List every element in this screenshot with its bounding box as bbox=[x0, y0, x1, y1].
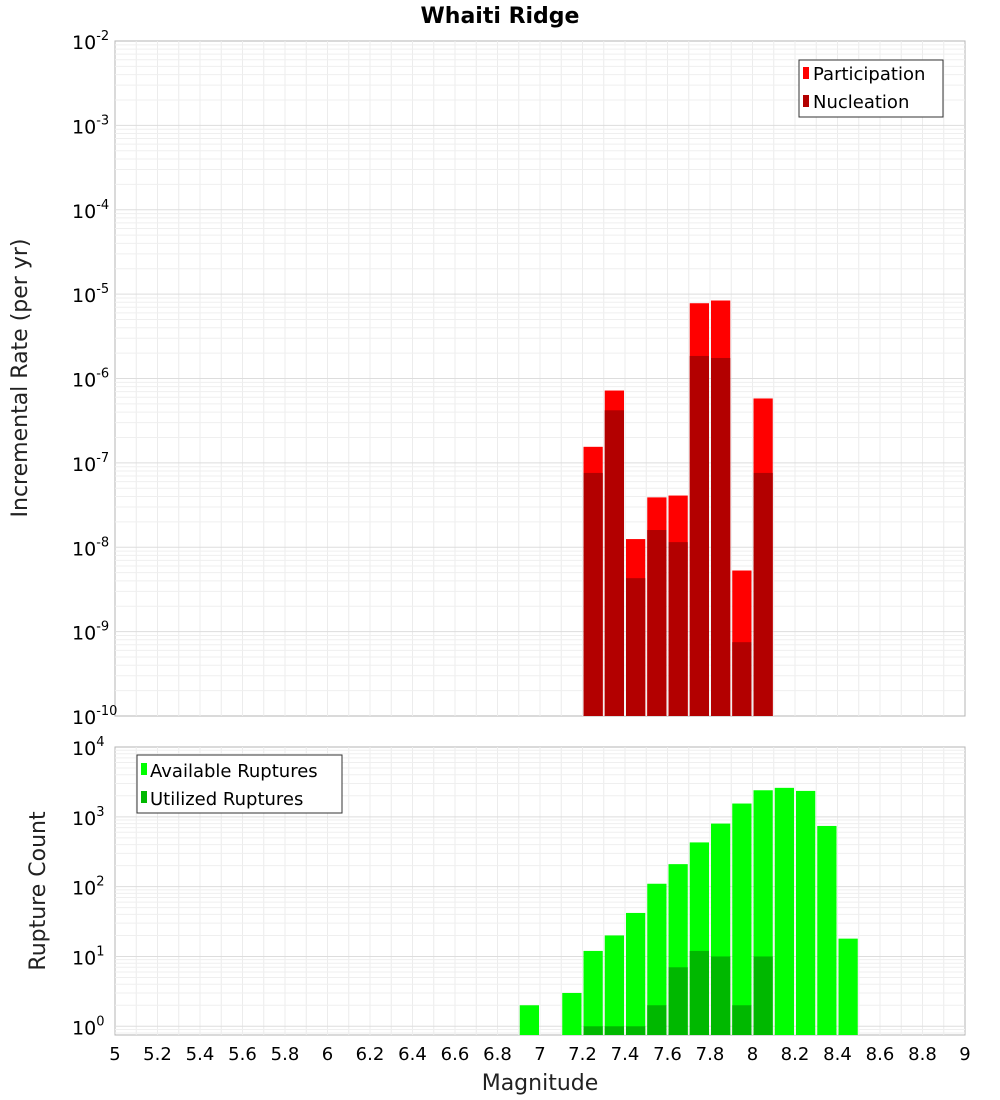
x-tick-label: 8 bbox=[747, 1044, 758, 1065]
legend-swatch-nucleation bbox=[803, 95, 809, 107]
x-tick-label: 7.6 bbox=[653, 1044, 682, 1065]
x-tick-label: 5.4 bbox=[186, 1044, 215, 1065]
y-tick-label: 104 bbox=[72, 735, 104, 760]
legend-label-nucleation: Nucleation bbox=[813, 92, 909, 113]
x-ticks: 5 5.2 5.4 5.6 5.8 6 6.2 6.4 6.6 6.8 7 7.2 7.4 7.6 7.8 8… bbox=[109, 1044, 970, 1065]
bar-available-ruptures bbox=[817, 825, 837, 1035]
x-tick-label: 8.4 bbox=[823, 1044, 852, 1065]
bar-nucleation bbox=[732, 642, 752, 716]
top-y-axis-label: Incremental Rate (per yr) bbox=[8, 239, 33, 518]
y-tick-label: 102 bbox=[72, 875, 104, 900]
y-tick-label: 10-10 bbox=[72, 704, 117, 729]
x-tick-label: 7.4 bbox=[611, 1044, 640, 1065]
y-tick-label: 10-3 bbox=[72, 113, 109, 138]
bar-utilized-ruptures bbox=[668, 967, 688, 1035]
bar-utilized-ruptures bbox=[647, 1005, 667, 1035]
x-tick-label: 8.8 bbox=[908, 1044, 937, 1065]
y-tick-label: 10-2 bbox=[72, 29, 109, 54]
bar-available-ruptures bbox=[562, 992, 582, 1035]
y-tick-label: 103 bbox=[72, 805, 104, 830]
bottom-y-axis-label: Rupture Count bbox=[26, 811, 51, 971]
bar-nucleation bbox=[668, 542, 688, 716]
bar-available-ruptures bbox=[838, 938, 858, 1035]
y-tick-label: 10-9 bbox=[72, 620, 109, 645]
legend-swatch-available bbox=[141, 763, 147, 775]
top-bars bbox=[583, 300, 773, 716]
bar-utilized-ruptures bbox=[689, 950, 709, 1035]
x-tick-label: 6.2 bbox=[356, 1044, 385, 1065]
x-tick-label: 5.6 bbox=[228, 1044, 257, 1065]
bar-utilized-ruptures bbox=[753, 956, 773, 1035]
x-tick-label: 7.2 bbox=[568, 1044, 597, 1065]
bar-nucleation bbox=[647, 530, 667, 716]
x-tick-label: 6.4 bbox=[398, 1044, 427, 1065]
bottom-y-ticks: 100 101 102 103 104 bbox=[72, 735, 104, 1039]
top-legend: Participation Nucleation bbox=[798, 59, 944, 118]
bar-nucleation bbox=[583, 472, 603, 716]
x-tick-label: 7.8 bbox=[696, 1044, 725, 1065]
bar-available-ruptures bbox=[647, 883, 667, 1035]
bar-available-ruptures bbox=[626, 912, 646, 1035]
bar-available-ruptures bbox=[519, 1005, 539, 1035]
bar-nucleation bbox=[604, 410, 624, 716]
x-tick-label: 7 bbox=[534, 1044, 545, 1065]
y-tick-label: 100 bbox=[72, 1014, 104, 1039]
x-tick-label: 8.6 bbox=[866, 1044, 895, 1065]
bar-available-ruptures bbox=[732, 803, 752, 1035]
top-y-ticks: 10-10 10-9 10-8 10-7 10-6 10-5 10-4 10-3 10-2 bbox=[72, 29, 117, 729]
x-tick-label: 6.8 bbox=[483, 1044, 512, 1065]
x-tick-label: 6 bbox=[322, 1044, 333, 1065]
bar-utilized-ruptures bbox=[583, 1026, 603, 1035]
y-tick-label: 10-8 bbox=[72, 535, 109, 560]
bottom-legend: Available Ruptures Utilized Ruptures bbox=[136, 754, 343, 814]
y-tick-label: 10-4 bbox=[72, 198, 109, 223]
bar-utilized-ruptures bbox=[604, 1026, 624, 1035]
chart-title: Whaiti Ridge bbox=[421, 4, 580, 29]
top-legend-box bbox=[798, 59, 944, 118]
x-tick-label: 8.2 bbox=[781, 1044, 810, 1065]
bar-available-ruptures bbox=[583, 950, 603, 1035]
x-tick-label: 9 bbox=[959, 1044, 970, 1065]
top-grid bbox=[115, 41, 965, 716]
legend-label-available: Available Ruptures bbox=[150, 761, 318, 782]
bar-nucleation bbox=[689, 355, 709, 716]
y-tick-label: 10-6 bbox=[72, 367, 109, 392]
bottom-bars bbox=[519, 787, 858, 1035]
bar-available-ruptures bbox=[796, 790, 816, 1035]
bottom-panel: 100 101 102 103 104 5 5.2 5.4 5.6 5.8 6 6.2 6.4 6.6 6… bbox=[26, 735, 971, 1096]
bar-available-ruptures bbox=[774, 787, 794, 1035]
x-tick-label: 6.6 bbox=[441, 1044, 470, 1065]
legend-swatch-participation bbox=[803, 67, 809, 79]
x-axis-label: Magnitude bbox=[482, 1071, 599, 1096]
legend-label-participation: Participation bbox=[813, 64, 925, 85]
x-tick-label: 5.2 bbox=[143, 1044, 172, 1065]
legend-swatch-utilized bbox=[141, 791, 147, 803]
x-tick-label: 5.8 bbox=[271, 1044, 300, 1065]
bar-available-ruptures bbox=[604, 935, 624, 1035]
bottom-legend-box bbox=[136, 754, 343, 814]
legend-label-utilized: Utilized Ruptures bbox=[150, 789, 303, 810]
bar-utilized-ruptures bbox=[711, 956, 731, 1035]
bar-nucleation bbox=[753, 472, 773, 716]
y-tick-label: 10-7 bbox=[72, 451, 109, 476]
bar-utilized-ruptures bbox=[732, 1005, 752, 1035]
top-panel: 10-10 10-9 10-8 10-7 10-6 10-5 10-4 10-3 10-2 In… bbox=[8, 29, 966, 729]
bar-nucleation bbox=[711, 357, 731, 716]
y-tick-label: 10-5 bbox=[72, 282, 109, 307]
y-tick-label: 101 bbox=[72, 944, 104, 969]
x-tick-label: 5 bbox=[109, 1044, 120, 1065]
bar-utilized-ruptures bbox=[626, 1026, 646, 1035]
bar-nucleation bbox=[626, 578, 646, 716]
